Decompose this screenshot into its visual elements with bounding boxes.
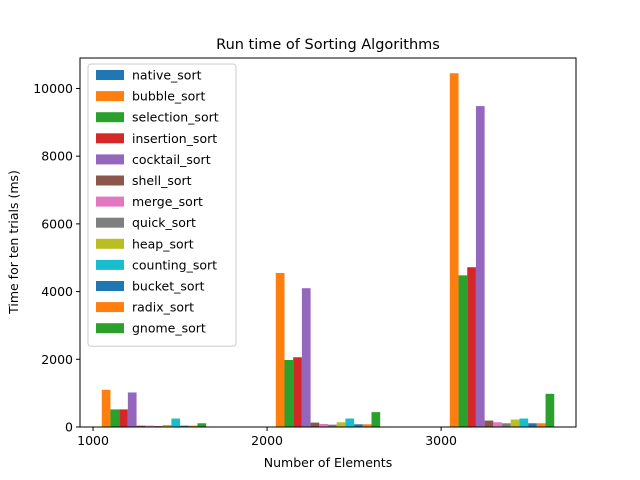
y-tick-label: 2000: [41, 352, 73, 367]
x-tick-label: 3000: [425, 433, 457, 448]
bar-shell-sort-3000: [484, 420, 494, 427]
bar-heap-sort-3000: [510, 419, 520, 427]
bar-merge-sort-1000: [145, 425, 154, 427]
legend-box: [87, 63, 237, 347]
bar-bubble-sort-3000: [449, 73, 459, 427]
legend-swatch-shell-sort: [96, 175, 124, 186]
legend-label-selection-sort: selection_sort: [132, 110, 219, 125]
chart-title: Run time of Sorting Algorithms: [216, 37, 440, 53]
bar-heap-sort-2000: [336, 422, 346, 427]
bar-cocktail-sort-3000: [475, 106, 485, 427]
bar-gnome-sort-1000: [197, 423, 207, 427]
legend: native_sort bubble_sort selection_sortinse…: [87, 63, 237, 347]
bar-selection-sort-1000: [110, 409, 120, 427]
legend-swatch-gnome-sort: [96, 323, 124, 334]
y-tick-label: 4000: [41, 284, 73, 299]
x-tick-label: 1000: [77, 433, 109, 448]
y-tick-label: 6000: [41, 216, 73, 231]
bar-insertion-sort-2000: [293, 357, 302, 427]
bar-merge-sort-2000: [319, 423, 328, 427]
y-tick-label: 0: [65, 420, 73, 435]
legend-label-quick-sort: quick_sort: [132, 215, 196, 230]
y-tick-label: 10000: [33, 81, 73, 96]
y-axis-label: Time for ten trials (ms): [6, 170, 21, 315]
bar-shell-sort-2000: [310, 422, 320, 427]
x-tick-label: 2000: [251, 433, 283, 448]
legend-label-bubble-sort: bubble_sort: [132, 89, 205, 104]
bar-radix-sort-2000: [362, 424, 372, 427]
legend-swatch-bubble-sort: [96, 91, 124, 102]
bar-merge-sort-3000: [493, 422, 503, 427]
legend-swatch-merge-sort: [96, 196, 124, 207]
bar-gnome-sort-3000: [545, 393, 555, 427]
bar-bucket-sort-2000: [354, 424, 363, 427]
bar-bubble-sort-2000: [275, 272, 285, 427]
bar-insertion-sort-3000: [467, 267, 476, 427]
legend-swatch-quick-sort: [96, 217, 124, 228]
x-axis-ticks: 1000 2000 3000: [77, 427, 457, 448]
bar-radix-sort-1000: [188, 425, 198, 427]
bar-selection-sort-2000: [284, 359, 294, 427]
x-axis-label: Number of Elements: [264, 455, 392, 470]
y-axis-ticks: 0 2000 4000 6000 8000 10000: [33, 81, 80, 435]
legend-label-shell-sort: shell_sort: [132, 173, 192, 188]
bar-heap-sort-1000: [162, 424, 172, 427]
y-tick-label: 8000: [41, 149, 73, 164]
bar-radix-sort-3000: [536, 423, 546, 427]
legend-swatch-counting-sort: [96, 259, 124, 270]
legend-swatch-native-sort: [96, 70, 124, 80]
legend-swatch-radix-sort: [96, 302, 124, 313]
legend-label-native-sort: native_sort: [132, 68, 202, 83]
legend-swatch-bucket-sort: [96, 281, 124, 291]
bar-cocktail-sort-2000: [301, 288, 311, 427]
bar-counting-sort-3000: [519, 418, 529, 427]
bar-bucket-sort-3000: [528, 423, 537, 427]
bar-gnome-sort-2000: [371, 412, 381, 427]
bar-bubble-sort-1000: [101, 389, 111, 427]
legend-label-insertion-sort: insertion_sort: [132, 131, 217, 146]
legend-swatch-insertion-sort: [96, 133, 124, 144]
bar-selection-sort-3000: [458, 275, 468, 427]
bar-counting-sort-2000: [345, 418, 355, 427]
legend-label-bucket-sort: bucket_sort: [132, 279, 205, 294]
legend-label-cocktail-sort: cocktail_sort: [132, 152, 211, 167]
legend-label-counting-sort: counting_sort: [132, 257, 217, 272]
bar-insertion-sort-1000: [119, 409, 128, 427]
legend-swatch-selection-sort: [96, 112, 124, 123]
legend-label-radix-sort: radix_sort: [132, 300, 194, 315]
bar-quick-sort-1000: [153, 425, 163, 427]
bar-quick-sort-3000: [502, 423, 511, 427]
legend-swatch-cocktail-sort: [96, 154, 124, 165]
bar-bucket-sort-1000: [180, 425, 189, 427]
bar-shell-sort-1000: [136, 425, 146, 427]
legend-label-merge-sort: merge_sort: [132, 194, 203, 209]
bar-cocktail-sort-1000: [127, 392, 137, 427]
bar-counting-sort-1000: [171, 418, 181, 427]
legend-swatch-heap-sort: [96, 238, 124, 249]
plot-frame: [79, 57, 577, 428]
bars-layer: [93, 73, 555, 427]
bar-quick-sort-2000: [328, 424, 337, 427]
legend-label-gnome-sort: gnome_sort: [132, 321, 206, 336]
legend-label-heap-sort: heap_sort: [132, 236, 194, 251]
